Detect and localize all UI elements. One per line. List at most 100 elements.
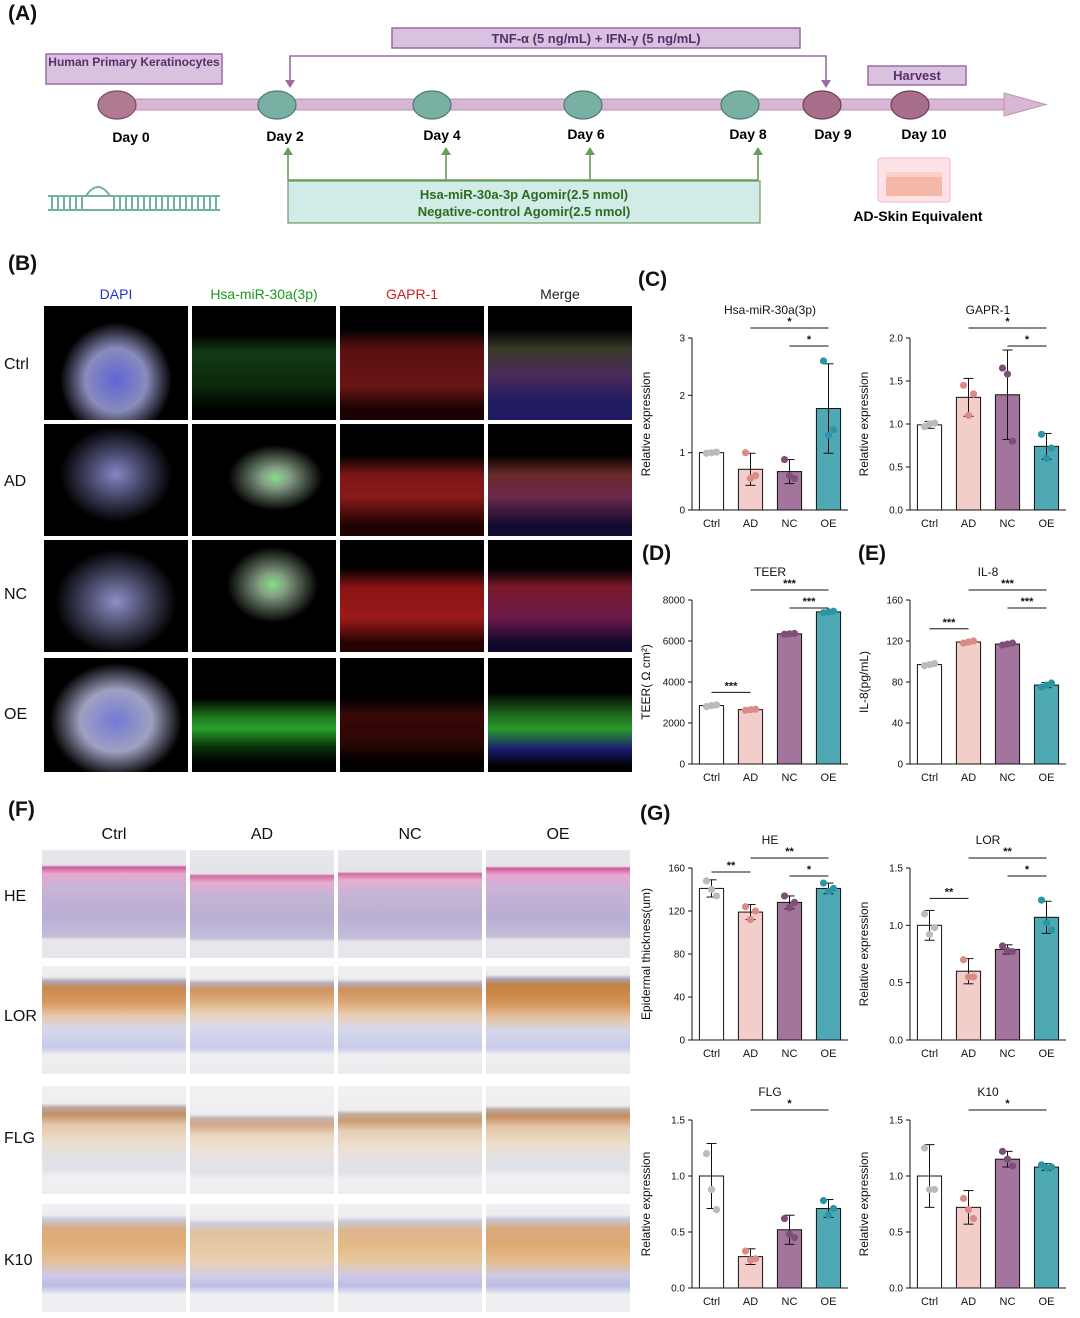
chart-teer: TEER TEER( Ω cm²) 0 2000 4000 6000 8000 Ctrl AD N…: [639, 565, 848, 784]
panel-label-f: (F): [8, 798, 35, 821]
timeline-bar: [115, 98, 1007, 111]
chart-d-point-oe-2: [829, 607, 838, 615]
day-label-0: Day 0: [112, 129, 150, 145]
chart-g4-ytick-label-1: 0.5: [889, 1228, 903, 1239]
chart-d-point-ctrl-2: [712, 701, 721, 709]
chart-g1-point-ad-2: [751, 907, 760, 915]
treatment-box: [391, 27, 801, 49]
chart-c2-point-nc-0: [998, 364, 1007, 372]
chart-c1-xlabel-ctrl: Ctrl: [703, 518, 720, 530]
chart-g2-title: LOR: [976, 833, 1001, 847]
chart-g1-ylabel: Epidermal thickness(um): [639, 888, 653, 1020]
histo-row-lor: LOR: [4, 1008, 37, 1025]
chart-mir30a-expression: Hsa-miR-30a(3p) Relative expression 0 1 2 3 Ct…: [639, 303, 848, 530]
chart-il8: IL-8 IL-8(pg/mL) 0 40 80 120 160 Ctrl AD NC OE *** *…: [857, 565, 1066, 784]
chart-g3-xlabel-nc: NC: [782, 1296, 798, 1308]
chart-g1-point-ad-1: [746, 916, 755, 924]
day-node-10: [890, 90, 930, 120]
chart-d-sig-label-2: ***: [803, 596, 817, 608]
chart-g3-ytick-label-2: 1.0: [671, 1172, 685, 1183]
histo-row-he: HE: [4, 888, 27, 905]
histo-k10-ad: [190, 1204, 334, 1312]
chart-g3-bar-oe: [815, 1207, 842, 1289]
chart-g1-point-ctrl-2: [712, 892, 721, 900]
harvest-box: [867, 65, 967, 86]
day-node-2: [257, 90, 297, 120]
chart-k10-expression: K10 Relative expression 0.0 0.5 1.0 1.5 Ctrl AD…: [857, 1085, 1066, 1308]
chart-g3-point-ctrl-2: [712, 1206, 721, 1214]
chart-g4-bar-oe: [1033, 1166, 1060, 1289]
chart-d-ytick-label-0: 0: [679, 760, 685, 771]
chart-d-ytick-label-4: 8000: [663, 596, 686, 607]
panel-label-c: (C): [638, 268, 668, 291]
chart-c1-point-ctrl-2: [712, 448, 721, 456]
chart-g2-ytick-label-0: 0.0: [889, 1036, 903, 1047]
histo-lor-ad: [190, 966, 334, 1074]
chart-g1-point-ad-0: [741, 903, 750, 911]
histo-row-k10: K10: [4, 1252, 33, 1269]
chart-c1-title: Hsa-miR-30a(3p): [724, 303, 816, 317]
chart-g3-point-oe-0: [819, 1197, 828, 1205]
chart-e-bar-ad: [955, 641, 982, 765]
chart-g2-point-nc-0: [998, 942, 1007, 950]
day-node-8: [720, 90, 760, 120]
day-node-9: [802, 90, 842, 120]
chart-g2-point-ad-1: [964, 973, 973, 981]
histo-col-oe: OE: [546, 826, 570, 843]
chart-e-point-oe-2: [1047, 679, 1056, 687]
chart-c1-ytick-label-1: 1: [679, 448, 685, 459]
chart-g3-ytick-label-3: 1.5: [671, 1116, 685, 1127]
endpoint-label: AD-Skin Equivalent: [853, 208, 982, 224]
treatment-bracket: [289, 55, 827, 84]
start-cell-box: [45, 53, 223, 85]
chart-g3-ytick-label-1: 0.5: [671, 1228, 685, 1239]
chart-d-xlabel-ctrl: Ctrl: [703, 772, 720, 784]
micrograph-dapi-ctrl: [44, 306, 188, 420]
micrograph-dapi-oe: [44, 658, 188, 772]
chart-e-ytick-label-3: 120: [886, 637, 903, 648]
chart-g3-point-ad-0: [741, 1247, 750, 1255]
histo-lor-ctrl: [42, 966, 186, 1074]
chart-e-sig-label-0: ***: [943, 617, 957, 629]
chart-c2-xlabel-oe: OE: [1039, 518, 1055, 530]
fluor-col-gapr: GAPR-1: [385, 286, 439, 302]
fluor-row-nc: NC: [4, 586, 28, 603]
micrograph-mir-ctrl: [192, 306, 336, 420]
chart-g1-point-oe-0: [819, 879, 828, 887]
chart-c1-point-oe-1: [824, 431, 833, 440]
chart-e-ytick-label-0: 0: [897, 760, 903, 771]
panel-label-e: (E): [858, 542, 886, 565]
chart-g1-ytick-label-3: 120: [668, 907, 685, 918]
timeline-arrowhead: [1003, 92, 1048, 117]
chart-g2-point-nc-2: [1008, 948, 1017, 956]
chart-c1-point-ad-2: [751, 472, 760, 480]
chart-d-xlabel-ad: AD: [743, 772, 758, 784]
chart-g4-xlabel-ad: AD: [961, 1296, 976, 1308]
chart-e-xlabel-ctrl: Ctrl: [921, 772, 938, 784]
chart-e-xlabel-ad: AD: [961, 772, 976, 784]
histo-k10-nc: [338, 1204, 482, 1312]
chart-epidermal-thickness: HE Epidermal thickness(um) 0 40 80 120 160 Ctrl…: [639, 833, 848, 1060]
chart-g2-ytick-label-2: 1.0: [889, 921, 903, 932]
chart-e-sig-label-1: ***: [1001, 578, 1015, 590]
chart-g1-point-ctrl-1: [707, 885, 716, 894]
chart-g3-sig-label-0: *: [787, 1098, 792, 1110]
chart-g1-point-nc-0: [780, 892, 789, 900]
chart-g2-ytick-label-1: 0.5: [889, 978, 903, 989]
chart-g4-point-nc-0: [998, 1147, 1007, 1155]
chart-g3-title: FLG: [758, 1085, 781, 1099]
chart-g1-ytick-label-2: 80: [674, 950, 686, 961]
chart-g4-ytick-label-3: 1.5: [889, 1116, 903, 1127]
chart-c1-sig-label-1: *: [807, 334, 812, 346]
chart-g1-point-nc-1: [785, 904, 794, 912]
micrograph-merge-ad: [488, 424, 632, 536]
chart-d-bar-ctrl: [698, 705, 725, 765]
micrograph-gapr-nc: [340, 540, 484, 652]
histo-flg-ad: [190, 1086, 334, 1194]
chart-g2-point-ctrl-0: [920, 910, 929, 918]
histo-flg-oe: [486, 1086, 630, 1194]
chart-c2-ylabel: Relative expression: [857, 372, 871, 477]
chart-c1-sig-label-0: *: [787, 316, 792, 328]
chart-g4-point-ad-1: [964, 1206, 973, 1214]
chart-c1-point-nc-2: [790, 474, 799, 483]
